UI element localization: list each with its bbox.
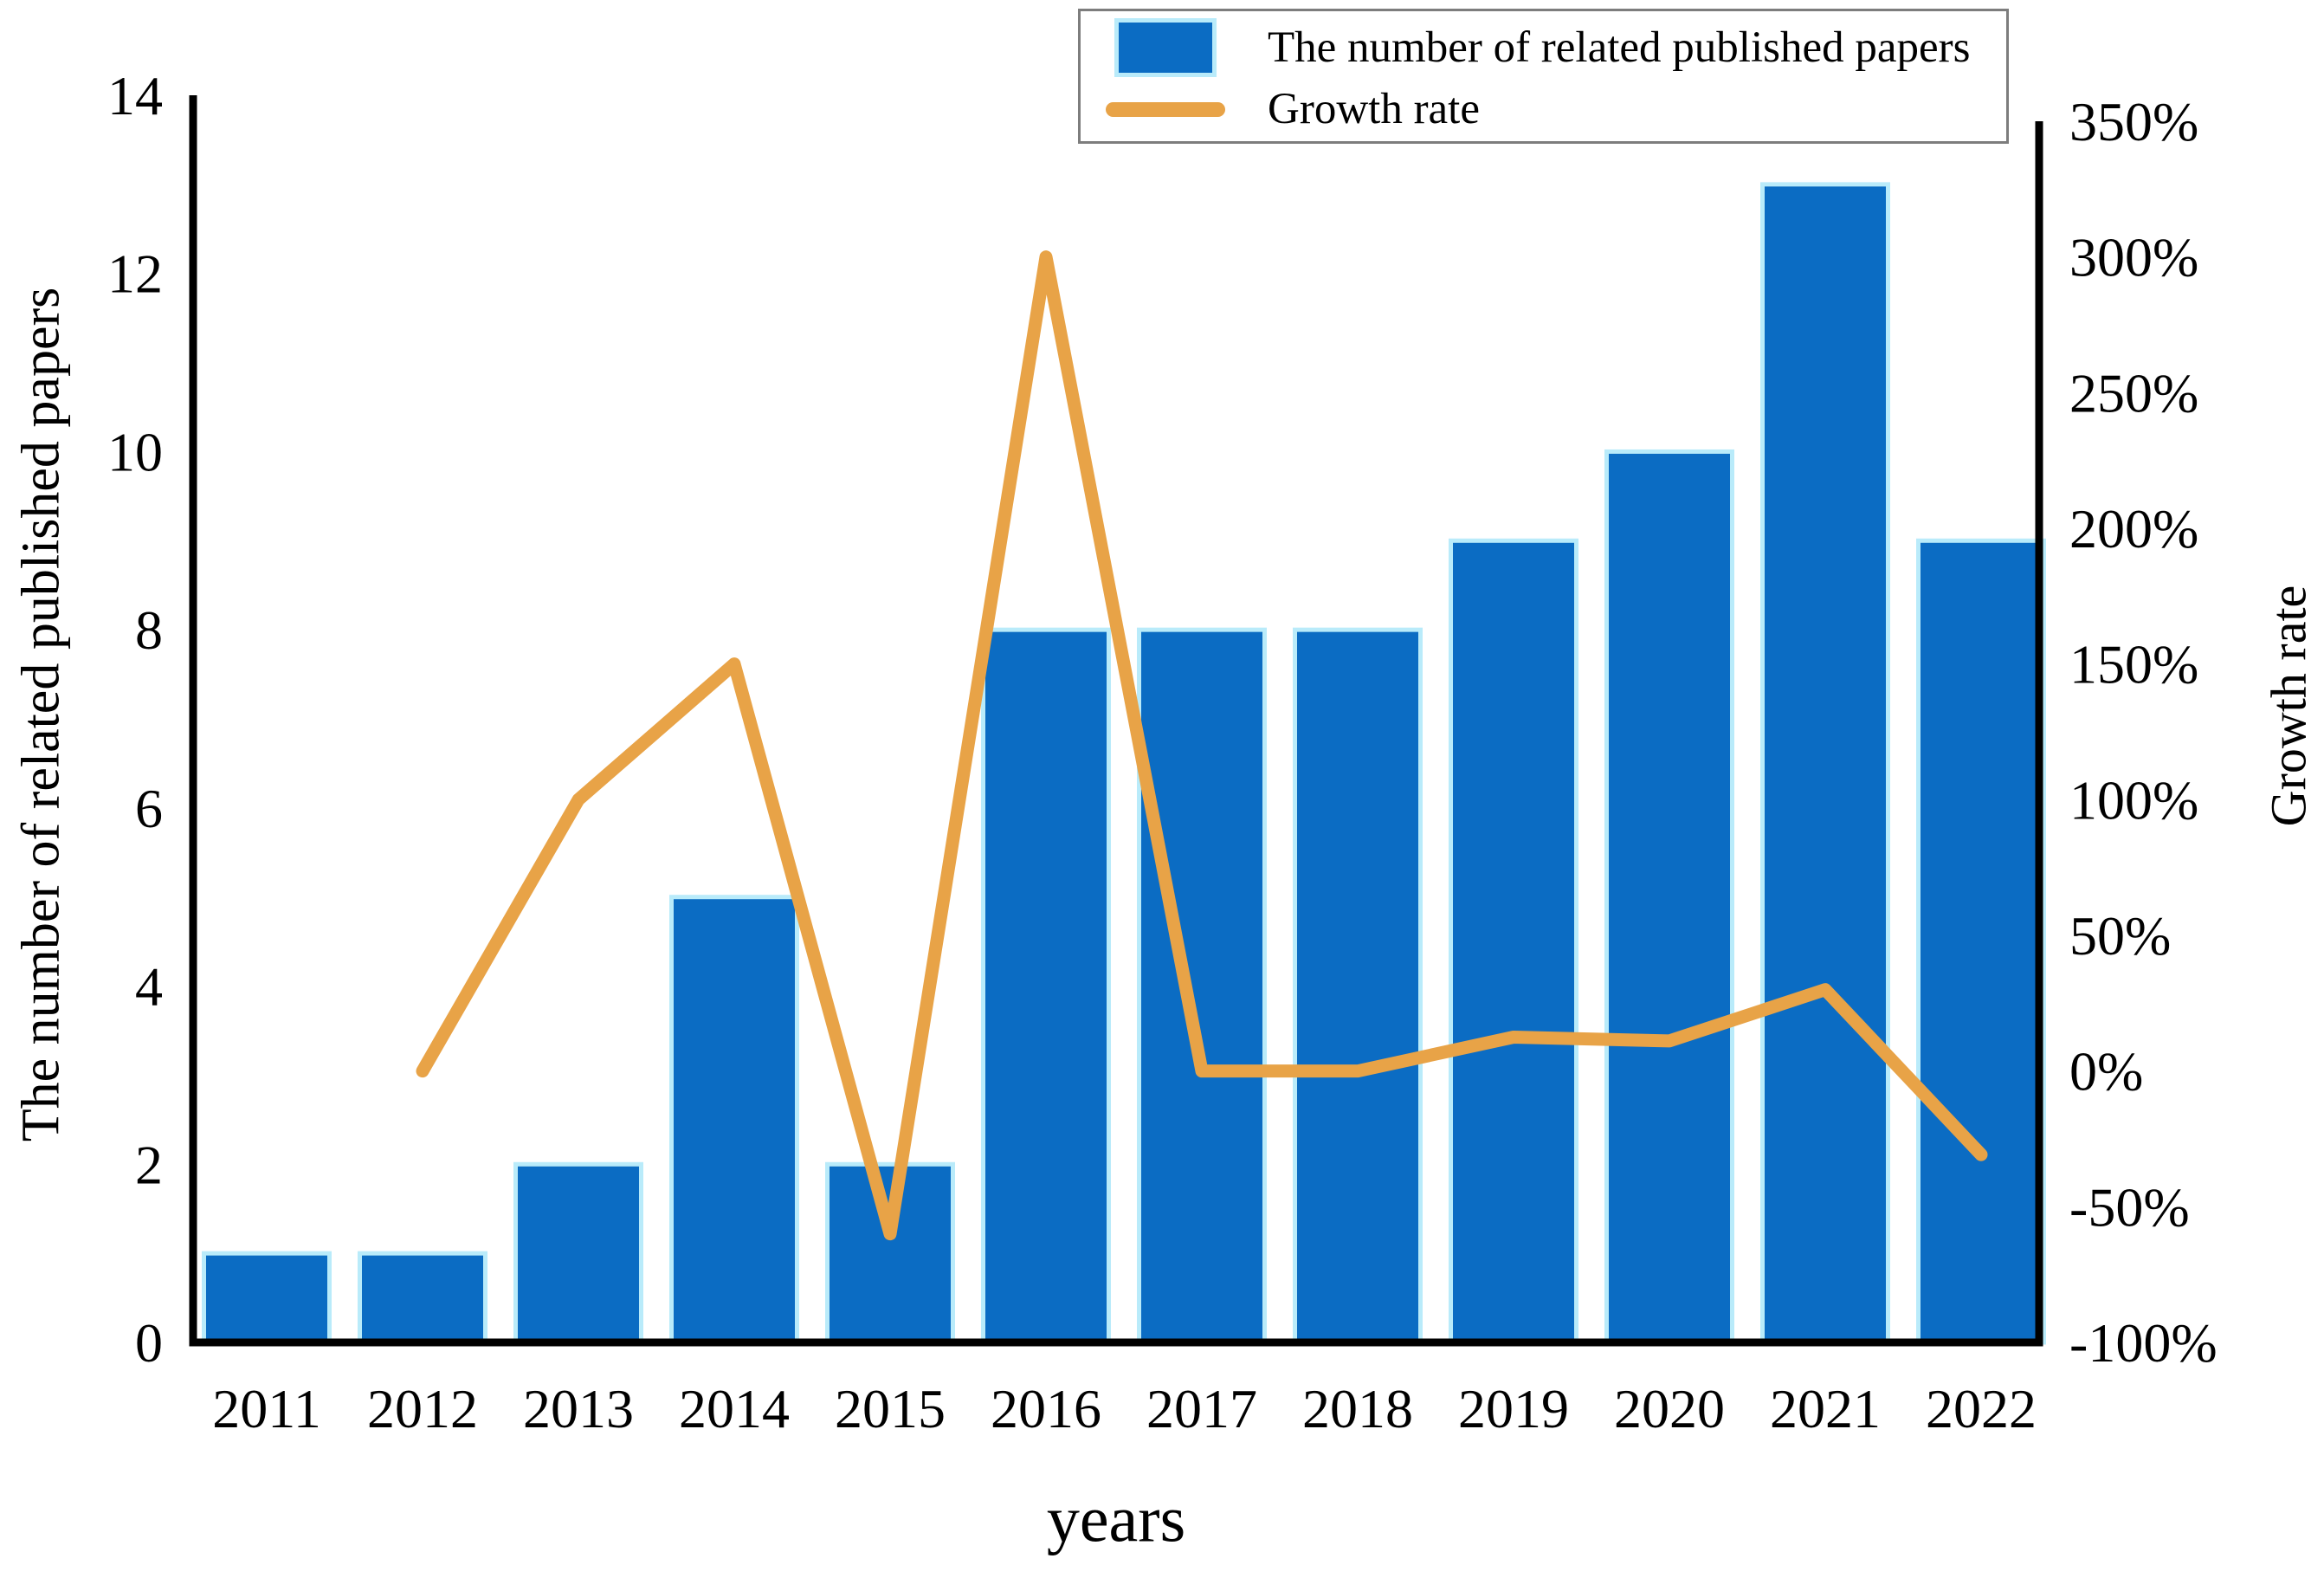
left-tick-label-6: 6 — [135, 778, 163, 839]
x-tick-label-2022: 2022 — [1926, 1378, 2037, 1439]
left-tick-label-0: 0 — [135, 1312, 163, 1374]
legend-item-papers: The number of related published papers — [1105, 18, 2006, 77]
bar-2019 — [1449, 538, 1578, 1345]
right-tick-label--50: -50% — [2069, 1176, 2190, 1238]
left-tick-label-10: 10 — [107, 421, 163, 482]
bar-2017 — [1137, 627, 1267, 1345]
right-tick-label-50: 50% — [2069, 905, 2171, 967]
right-tick-label-200: 200% — [2069, 498, 2198, 559]
bar-2021 — [1760, 182, 1890, 1345]
legend-box: The number of related published papers G… — [1078, 9, 2009, 144]
bar-2022 — [1916, 538, 2046, 1345]
right-axis-title: Growth rate — [2260, 585, 2317, 827]
x-tick-label-2017: 2017 — [1146, 1378, 1257, 1439]
bar-2015 — [825, 1161, 955, 1345]
x-tick-label-2019: 2019 — [1458, 1378, 1569, 1439]
line-series-swatch — [1106, 101, 1225, 117]
right-tick-label-300: 300% — [2069, 227, 2198, 288]
x-tick-label-2014: 2014 — [679, 1378, 790, 1439]
bar-2013 — [513, 1161, 643, 1345]
x-tick-label-2021: 2021 — [1770, 1378, 1881, 1439]
x-axis-title: years — [1046, 1483, 1186, 1556]
x-tick-label-2012: 2012 — [367, 1378, 478, 1439]
x-tick-label-2018: 2018 — [1302, 1378, 1413, 1439]
right-tick-label-150: 150% — [2069, 634, 2198, 695]
growth-rate-line — [416, 250, 1988, 1241]
x-tick-label-2015: 2015 — [835, 1378, 946, 1439]
bar-2011 — [202, 1251, 332, 1345]
right-tick-label-250: 250% — [2069, 362, 2198, 424]
right-tick-label-0: 0% — [2069, 1041, 2143, 1103]
legend-item-growth-rate: Growth rate — [1105, 84, 2006, 134]
left-tick-label-8: 8 — [135, 599, 163, 661]
legend-label-papers: The number of related published papers — [1268, 23, 1971, 72]
bar-series-swatch — [1114, 18, 1217, 77]
right-tick-label-100: 100% — [2069, 769, 2198, 831]
x-tick-label-2013: 2013 — [523, 1378, 634, 1439]
x-tick-label-2020: 2020 — [1614, 1378, 1725, 1439]
right-tick-label-350: 350% — [2069, 91, 2198, 152]
left-tick-label-14: 14 — [107, 65, 163, 126]
x-tick-label-2016: 2016 — [991, 1378, 1101, 1439]
bar-2012 — [358, 1251, 487, 1345]
x-tick-label-2011: 2011 — [212, 1378, 321, 1439]
left-tick-label-4: 4 — [135, 956, 163, 1018]
bar-2014 — [669, 895, 799, 1345]
legend-label-growth-rate: Growth rate — [1268, 85, 1480, 133]
bar-2018 — [1293, 627, 1423, 1345]
bar-2020 — [1604, 449, 1734, 1345]
left-tick-label-2: 2 — [135, 1134, 163, 1195]
right-tick-label--100: -100% — [2069, 1312, 2217, 1374]
left-tick-label-12: 12 — [107, 243, 163, 305]
left-axis-title: The number of related published papers — [11, 287, 71, 1142]
bar-2016 — [981, 627, 1111, 1345]
